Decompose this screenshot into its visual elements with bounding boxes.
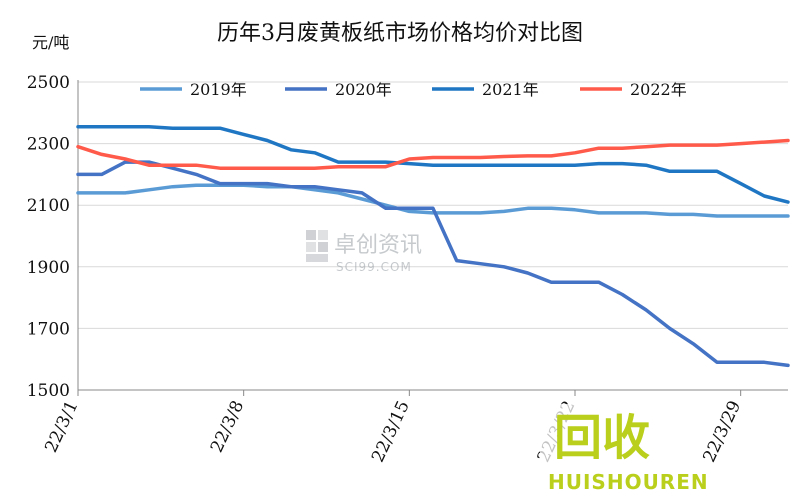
series-line-2020 (76, 160, 790, 368)
legend-label: 2021年 (482, 80, 539, 99)
legend-label: 2022年 (630, 80, 687, 99)
y-axis-unit-label: 元/吨 (32, 33, 69, 52)
huishouren-logo-background (540, 404, 690, 466)
y-tick-label: 2100 (27, 196, 70, 216)
watermark-huishouren-en: HUISHOUREN (548, 470, 709, 494)
watermark-huishou-cn: 回收 (554, 410, 650, 466)
watermark-sci99-en: SCI99.COM (336, 260, 412, 274)
x-tick-label: 22/3/1 (41, 398, 82, 456)
sci99-logo-icon (306, 230, 328, 262)
series-line-2022 (76, 138, 790, 170)
legend-label: 2019年 (190, 80, 247, 99)
series-lines (76, 124, 790, 368)
legend: 2019年 2020年 2021年 2022年 (140, 80, 687, 99)
y-tick-label: 2300 (27, 135, 70, 155)
sci99-watermark: 卓创资讯 SCI99.COM (306, 230, 422, 274)
gridlines (78, 81, 788, 329)
y-tick-label: 1900 (27, 258, 70, 278)
x-tick-label: 22/3/15 (368, 398, 414, 466)
y-tick-label: 1500 (27, 381, 70, 401)
huishouren-watermark: 回收 HUISHOUREN (540, 404, 709, 494)
y-tick-labels: 1500 1700 1900 2100 2300 2500 (27, 73, 70, 401)
series-line-2021 (76, 124, 790, 204)
series-line-2019 (76, 183, 790, 218)
x-tick-label: 22/3/29 (699, 398, 745, 466)
y-tick-label: 2500 (27, 73, 70, 93)
y-tick-label: 1700 (27, 319, 70, 339)
chart-title: 历年3月废黄板纸市场价格均价对比图 (217, 21, 583, 46)
watermark-sci99-cn: 卓创资讯 (334, 233, 422, 258)
axes (77, 80, 788, 396)
legend-label: 2020年 (335, 80, 392, 99)
x-tick-label: 22/3/8 (207, 398, 248, 456)
